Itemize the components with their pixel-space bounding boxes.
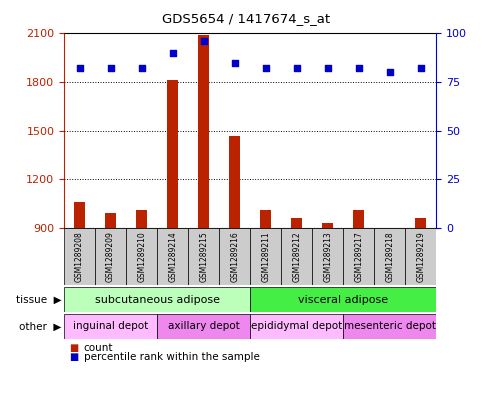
Bar [291, 218, 302, 228]
Bar [105, 213, 116, 228]
Text: subcutaneous adipose: subcutaneous adipose [95, 295, 220, 305]
Point [262, 65, 270, 72]
Point [169, 50, 176, 56]
Text: GSM1289214: GSM1289214 [168, 231, 177, 282]
Bar [229, 136, 240, 228]
Text: axillary depot: axillary depot [168, 321, 240, 331]
Text: GSM1289212: GSM1289212 [292, 231, 301, 282]
Bar [353, 210, 364, 228]
Text: epididymal depot: epididymal depot [251, 321, 342, 331]
Bar [167, 81, 178, 228]
Bar [405, 228, 436, 285]
Text: GSM1289211: GSM1289211 [261, 231, 270, 282]
Bar [64, 287, 250, 312]
Bar [219, 228, 250, 285]
Point [200, 38, 208, 44]
Bar [416, 218, 426, 228]
Point [106, 65, 114, 72]
Text: GSM1289213: GSM1289213 [323, 231, 332, 282]
Bar [126, 228, 157, 285]
Text: GSM1289209: GSM1289209 [106, 231, 115, 282]
Bar [322, 223, 333, 228]
Text: GSM1289217: GSM1289217 [354, 231, 363, 282]
Bar [198, 35, 209, 228]
Bar [64, 228, 95, 285]
Text: visceral adipose: visceral adipose [298, 295, 388, 305]
Point [324, 65, 332, 72]
Text: GSM1289208: GSM1289208 [75, 231, 84, 282]
Point [417, 65, 425, 72]
Text: GDS5654 / 1417674_s_at: GDS5654 / 1417674_s_at [162, 12, 331, 25]
Bar [260, 210, 271, 228]
Bar [64, 314, 157, 339]
Text: GSM1289210: GSM1289210 [137, 231, 146, 282]
Point [231, 59, 239, 66]
Bar [250, 228, 281, 285]
Bar [343, 228, 374, 285]
Text: GSM1289218: GSM1289218 [385, 231, 394, 282]
Bar [188, 228, 219, 285]
Text: tissue  ▶: tissue ▶ [16, 295, 62, 305]
Text: inguinal depot: inguinal depot [73, 321, 148, 331]
Point [355, 65, 363, 72]
Bar [374, 228, 405, 285]
Point [293, 65, 301, 72]
Bar [157, 314, 250, 339]
Bar [343, 314, 436, 339]
Text: mesenteric depot: mesenteric depot [344, 321, 436, 331]
Bar [250, 314, 343, 339]
Bar [250, 287, 436, 312]
Bar [157, 228, 188, 285]
Text: ■: ■ [69, 352, 78, 362]
Text: other  ▶: other ▶ [19, 321, 62, 331]
Bar [95, 228, 126, 285]
Bar [281, 228, 312, 285]
Text: count: count [84, 343, 113, 353]
Bar [136, 210, 147, 228]
Text: ■: ■ [69, 343, 78, 353]
Point [138, 65, 145, 72]
Text: percentile rank within the sample: percentile rank within the sample [84, 352, 260, 362]
Bar [74, 202, 85, 228]
Text: GSM1289215: GSM1289215 [199, 231, 208, 282]
Text: GSM1289219: GSM1289219 [416, 231, 425, 282]
Bar [312, 228, 343, 285]
Point [75, 65, 83, 72]
Point [386, 69, 394, 75]
Text: GSM1289216: GSM1289216 [230, 231, 239, 282]
Bar [385, 228, 395, 230]
